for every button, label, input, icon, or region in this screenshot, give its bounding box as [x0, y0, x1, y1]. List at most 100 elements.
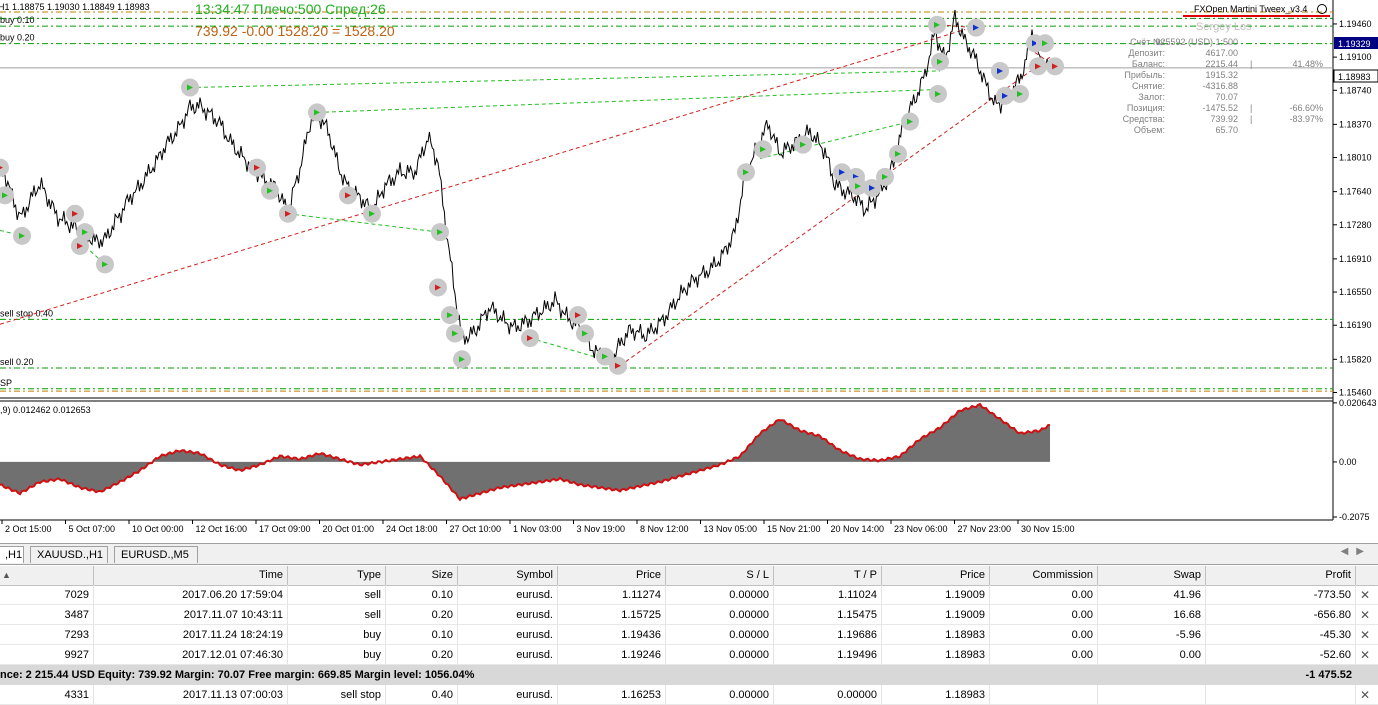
tab-scroll-arrows[interactable]: ◀▶: [1340, 546, 1372, 557]
col-commission[interactable]: Commission: [990, 566, 1098, 585]
trade-marker-arrow: [437, 229, 443, 236]
cell-order: 7029: [0, 585, 94, 604]
col-time[interactable]: Time: [94, 566, 288, 585]
cell-symbol: eurusd.: [458, 685, 558, 704]
trade-marker-arrow: [447, 312, 453, 319]
trade-marker-arrow: [582, 330, 588, 337]
cell-tp: 1.11024: [774, 585, 882, 604]
close-order-icon[interactable]: ✕: [1359, 648, 1370, 662]
cell-profit: -773.50: [1206, 585, 1356, 604]
table-row[interactable]: 3487 2017.11.07 10:43:11 sell 0.20 eurusd. 1.…: [0, 605, 1378, 625]
price-tick-label: 1.18740: [1339, 85, 1372, 95]
close-order-icon[interactable]: ✕: [1359, 688, 1370, 702]
order-line-label: SP: [0, 378, 12, 388]
chart-tab-bar: ,H1 XAUUSD.,H1 EURUSD.,M5 ◀▶: [0, 543, 1378, 565]
time-tick-label: 3 Nov 19:00: [577, 524, 626, 534]
time-tick-label: 2 Oct 15:00: [5, 524, 52, 534]
time-tick-label: 17 Oct 09:00: [259, 524, 311, 534]
col-order[interactable]: ▲: [0, 566, 94, 585]
ask-price: 1.19329: [1338, 39, 1371, 49]
table-row[interactable]: 9927 2017.12.01 07:46:30 buy 0.20 eurusd. 1.1…: [0, 645, 1378, 665]
time-tick-label: 5 Oct 07:00: [69, 524, 116, 534]
col-tp[interactable]: T / P: [774, 566, 882, 585]
time-tick-label: 8 Nov 12:00: [640, 524, 689, 534]
cell-commission: [990, 685, 1098, 704]
bid-price: 1.18983: [1338, 72, 1371, 82]
trade-marker-arrow: [1002, 92, 1008, 99]
trade-marker-arrow: [267, 187, 273, 194]
trade-marker-arrow: [452, 330, 458, 337]
time-tick-label: 23 Nov 06:00: [894, 524, 948, 534]
trend-line: [0, 29, 966, 325]
time-tick-label: 27 Nov 23:00: [958, 524, 1012, 534]
info-value: 65.70: [1215, 125, 1238, 135]
table-row[interactable]: 7029 2017.06.20 17:59:04 sell 0.10 eurusd. 1.…: [0, 585, 1378, 605]
trade-marker-arrow: [800, 141, 806, 148]
info-label: Залог:: [1138, 92, 1165, 102]
col-price[interactable]: Price: [558, 566, 666, 585]
col-sl[interactable]: S / L: [666, 566, 774, 585]
trade-marker-arrow: [937, 58, 943, 65]
cell-symbol: eurusd.: [458, 585, 558, 604]
cell-type: buy: [288, 625, 386, 644]
info-value: 739.92: [1210, 114, 1238, 124]
col-size[interactable]: Size: [386, 566, 458, 585]
tab-eurusd-h1[interactable]: ,H1: [0, 546, 24, 563]
trade-marker-arrow: [77, 242, 83, 249]
trade-marker-arrow: [285, 210, 291, 217]
price-tick-label: 1.19100: [1339, 52, 1372, 62]
indicator-tick-label: -0.2075: [1339, 512, 1370, 522]
info-extra: -66.60%: [1289, 103, 1323, 113]
trade-marker-arrow: [459, 356, 465, 363]
cell-tp: 0.00000: [774, 685, 882, 704]
symbol-info: H1 1.18875 1.19030 1.18849 1.18983: [0, 2, 150, 12]
pending-order-row[interactable]: 4331 2017.11.13 07:00:03 sell stop 0.40 euru…: [0, 685, 1378, 705]
col-type[interactable]: Type: [288, 566, 386, 585]
info-separator: |: [1250, 59, 1252, 69]
smiley-icon: [1317, 4, 1327, 14]
trade-marker-arrow: [615, 362, 621, 369]
info-label: Прибыль:: [1124, 70, 1165, 80]
close-order-icon[interactable]: ✕: [1359, 588, 1370, 602]
col-current-price[interactable]: Price: [882, 566, 990, 585]
tab-eurusd-m5[interactable]: EURUSD.,M5: [114, 546, 198, 563]
cell-current-price: 1.19009: [882, 585, 990, 604]
cell-time: 2017.06.20 17:59:04: [94, 585, 288, 604]
cell-price: 1.19246: [558, 645, 666, 664]
equity-line: 739.92 -0.00 1528.20 = 1528.20: [195, 23, 395, 39]
col-symbol[interactable]: Symbol: [458, 566, 558, 585]
cell-current-price: 1.18983: [882, 625, 990, 644]
close-order-icon[interactable]: ✕: [1359, 608, 1370, 622]
account-summary: nce: 2 215.44 USD Equity: 739.92 Margin:…: [0, 669, 475, 681]
trade-marker-arrow: [934, 21, 940, 28]
indicator-histogram: [0, 404, 1050, 500]
trade-marker-arrow: [369, 210, 375, 217]
price-tick-label: 1.18010: [1339, 153, 1372, 163]
cell-price: 1.16253: [558, 685, 666, 704]
cell-size: 0.40: [386, 685, 458, 704]
indicator-tick-label: 0.020643: [1339, 398, 1377, 408]
cell-type: sell stop: [288, 685, 386, 704]
close-order-icon[interactable]: ✕: [1359, 628, 1370, 642]
ea-name: FXOpen Martini Tweex_v3.4: [1194, 4, 1307, 14]
trade-marker-arrow: [743, 169, 749, 176]
info-label: Счёт №:: [1130, 37, 1165, 47]
trade-marker-arrow: [72, 210, 78, 217]
table-row[interactable]: 7293 2017.11.24 18:24:19 buy 0.10 eurusd. 1.1…: [0, 625, 1378, 645]
col-profit[interactable]: Profit: [1206, 566, 1356, 585]
user-name: Sergey Los: [1196, 21, 1252, 33]
price-tick-label: 1.16190: [1339, 320, 1372, 330]
cell-size: 0.20: [386, 645, 458, 664]
col-swap[interactable]: Swap: [1098, 566, 1206, 585]
price-chart[interactable]: buy 0.10 buy 0.20 sell stop 0.40 sell 0.20 S…: [0, 0, 1378, 543]
price-tick-label: 1.15820: [1339, 354, 1372, 364]
price-tick-label: 1.16910: [1339, 254, 1372, 264]
tab-xauusd-h1[interactable]: XAUUSD.,H1: [30, 546, 108, 563]
table-header: ▲ Time Type Size Symbol Price S / L T / …: [0, 566, 1378, 586]
trade-marker-arrow: [602, 353, 608, 360]
cell-order: 3487: [0, 605, 94, 624]
trade-marker-arrow: [527, 335, 533, 342]
bid-price-box: [1333, 69, 1378, 83]
indicator-tick-label: 0.00: [1339, 457, 1357, 467]
info-separator: |: [1250, 114, 1252, 124]
